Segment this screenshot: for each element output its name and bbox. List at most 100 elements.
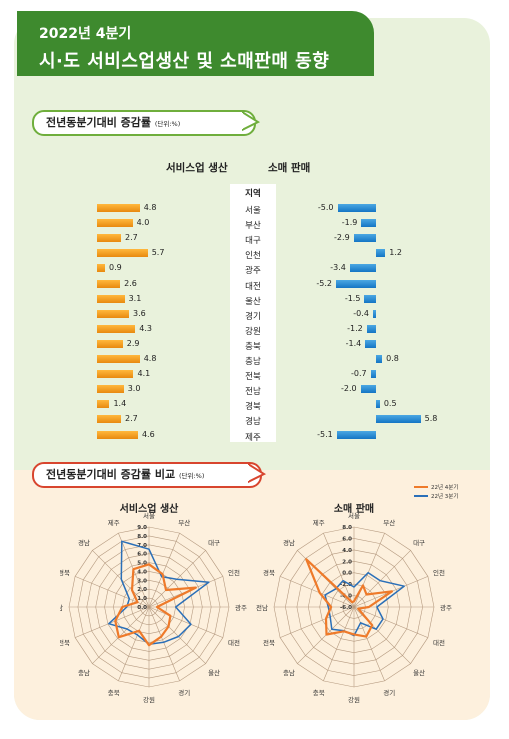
- region-label: 울산: [245, 296, 261, 307]
- infographic-card: [14, 18, 490, 720]
- retail-bar: [376, 249, 386, 258]
- retail-value-label: 5.8: [424, 414, 438, 424]
- service-value-label: 4.1: [137, 369, 151, 379]
- service-bar: [97, 234, 122, 243]
- radar-axis-label: 광주: [440, 604, 452, 612]
- radar-axis-label: 대전: [433, 638, 445, 647]
- retail-value-label: 0.5: [383, 399, 397, 409]
- radar-tick-label: 6.0: [137, 552, 147, 558]
- radar-axis-label: 충남: [78, 668, 90, 677]
- radar-spoke: [353, 606, 385, 682]
- radar-axis-label: 강원: [348, 695, 360, 704]
- radar-spoke: [353, 550, 411, 608]
- radar2-title: 소매 판매: [334, 502, 374, 515]
- radar-axis-label: 대구: [413, 539, 425, 547]
- radar-axis-label: 서울: [143, 511, 155, 520]
- radar-tick-label: 6.0: [342, 536, 352, 542]
- retail-value-label: -5.2: [316, 278, 332, 288]
- retail-bar: [361, 219, 376, 228]
- retail-bar: [360, 385, 376, 394]
- section1-unit: (단위:%): [154, 120, 181, 128]
- title-period: 2022년 4분기: [39, 26, 132, 42]
- retail-value-label: 1.2: [389, 248, 402, 258]
- radar-spoke: [118, 606, 150, 682]
- radar-tick-label: 1.0: [137, 596, 147, 602]
- service-bar: [97, 264, 105, 273]
- region-label: 서울: [245, 206, 261, 216]
- comparison-panel: [14, 470, 490, 720]
- page-title: 시·도 서비스업생산 및 소매판매 동향: [39, 51, 330, 72]
- region-header: 지역: [245, 189, 261, 199]
- radar-spoke: [323, 532, 355, 608]
- service-value-label: 0.9: [109, 263, 122, 273]
- retail-bar: [370, 370, 376, 379]
- radar-axis-label: 인천: [228, 568, 240, 577]
- region-label: 경남: [245, 417, 261, 428]
- radar-tick-label: 7.0: [137, 543, 147, 549]
- section2-heading: 전년동분기대비 증감률 비교 (단위:%): [32, 462, 262, 488]
- service-value-label: 3.6: [133, 308, 146, 318]
- bubble-tail: [242, 110, 261, 132]
- radar-series-q4: [305, 558, 394, 638]
- radar-axis-label: 전남: [256, 603, 268, 612]
- radar-axis-label: 경기: [383, 688, 395, 697]
- title-banner: 2022년 4분기 시·도 서비스업생산 및 소매판매 동향: [17, 11, 374, 76]
- radar-axis-label: 충남: [283, 668, 295, 677]
- service-value-label: 2.7: [125, 233, 138, 243]
- service-series-label: 서비스업 생산: [166, 162, 228, 174]
- radar-spoke: [323, 606, 355, 682]
- retail-bar: [349, 264, 376, 273]
- region-label: 경북: [245, 402, 261, 413]
- radar-axis-label: 전남: [60, 603, 63, 612]
- radar-spoke: [148, 606, 206, 664]
- region-label: 대전: [245, 281, 261, 292]
- radar-tick-label: 8.0: [137, 534, 147, 540]
- radar-tick-label: 4.0: [137, 569, 147, 575]
- service-bar: [97, 204, 140, 212]
- region-label: 대구: [245, 236, 261, 247]
- service-value-label: 5.7: [151, 248, 165, 258]
- retail-bar: [376, 400, 380, 409]
- radar-axis-label: 울산: [208, 668, 220, 677]
- radar-axis-label: 제주: [313, 519, 325, 527]
- radar-axis-label: 경북: [60, 568, 70, 577]
- service-bar: [97, 219, 133, 228]
- retail-value-label: -3.4: [330, 263, 346, 273]
- retail-value-label: -1.9: [341, 218, 358, 228]
- service-bar: [97, 309, 130, 318]
- retail-value-label: -0.7: [351, 369, 367, 379]
- region-label: 부산: [245, 221, 261, 232]
- radar-axis-label: 울산: [413, 668, 425, 677]
- radar-axis-label: 경북: [263, 568, 275, 577]
- service-bar: [97, 279, 121, 288]
- bubble-tail-2: [248, 462, 267, 484]
- radar-spoke: [279, 606, 355, 638]
- radar-tick-label: 0.0: [137, 605, 147, 611]
- radar-series-q3: [324, 571, 405, 637]
- radar-spoke: [92, 606, 150, 664]
- radar-tick-label: 5.0: [137, 561, 147, 567]
- service-bar: [97, 385, 124, 394]
- service-value-label: 2.6: [124, 278, 137, 288]
- radar-axis-label: 충북: [313, 688, 325, 697]
- radar-axis-label: 전북: [60, 638, 70, 647]
- service-bar: [97, 324, 136, 333]
- section2-unit: (단위:%): [178, 472, 205, 480]
- radar-tick-label: -2.0: [340, 582, 352, 588]
- service-value-label: 4.3: [139, 323, 152, 333]
- radar-axis-label: 부산: [383, 518, 395, 527]
- section2-title: 전년동분기대비 증감률 비교: [46, 468, 176, 481]
- region-label: 전북: [245, 372, 261, 383]
- region-label: 강원: [245, 326, 261, 337]
- region-column: [230, 184, 276, 442]
- radar-spoke: [297, 606, 355, 664]
- service-value-label: 2.9: [126, 338, 140, 348]
- service-bar: [97, 355, 140, 363]
- retail-bar: [365, 339, 376, 348]
- retail-bar: [364, 294, 376, 303]
- service-value-label: 4.6: [141, 429, 155, 439]
- radar-axis-label: 대구: [208, 539, 220, 547]
- radar-axis-label: 부산: [178, 518, 190, 527]
- retail-bar: [376, 355, 383, 363]
- retail-bar: [336, 430, 376, 439]
